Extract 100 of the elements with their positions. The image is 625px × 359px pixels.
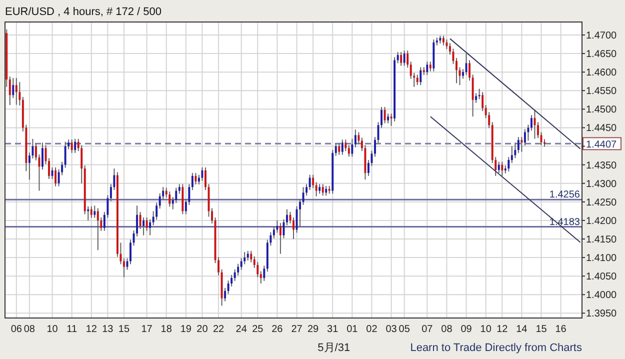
candlestick [514,142,516,159]
candlestick [48,158,50,180]
x-tick-label: 10 [480,324,492,335]
candlestick [390,113,392,126]
candlestick [315,182,318,197]
x-tick-label: 07 [422,324,434,335]
x-tick-label: 16 [555,324,567,335]
x-tick-label: 03 [386,324,398,335]
candlestick [403,50,406,66]
candlestick [524,128,526,146]
candlestick [286,208,288,226]
candlestick [446,38,448,50]
candlestick [246,250,249,262]
y-tick-label: 1.4100 [586,253,618,264]
candlestick [472,74,474,118]
x-tick-label: 22 [212,324,225,335]
y-tick-label: 1.4650 [586,49,618,60]
candlestick [420,66,422,86]
candlestick [123,258,125,278]
candlestick [12,78,14,99]
x-tick-label: 13 [102,324,114,335]
chart-title: EUR/USD , 4 hours, # 172 / 500 [5,6,162,18]
candlestick [537,122,539,139]
candlestick [442,35,444,46]
candlestick [344,139,347,152]
x-tick-label: 14 [516,324,528,335]
x-tick-label: 20 [196,324,208,335]
y-tick-label: 1.4700 [586,30,618,42]
x-tick-label: 18 [160,324,172,335]
x-tick-label: 24 [236,324,248,335]
candlestick [211,208,213,224]
candlestick [260,270,262,284]
y-tick-label: 1.4300 [586,178,618,190]
candlestick [96,208,99,251]
candlestick [201,166,204,182]
candlestick [426,61,428,76]
x-tick-label: 02 [366,324,378,335]
x-tick-label: 19 [180,324,192,335]
candlestick [465,53,468,76]
x-tick-label: 31 [327,324,339,335]
candlestick [64,141,66,168]
candlestick [498,161,500,174]
candlestick [475,92,478,104]
candlestick [263,265,266,282]
candlestick [308,174,311,191]
candlestick [325,185,328,196]
x-tick-label: 01 [346,324,358,335]
candlestick [168,191,171,208]
candlestick [279,222,282,254]
x-tick-label: 11 [66,324,78,335]
text: Learn to Trade Directly from Charts [410,342,582,354]
x-tick-label: 17 [141,324,153,335]
candlestick [351,138,354,158]
candlestick [18,82,21,106]
candlestick [54,166,57,187]
candlestick [396,52,399,64]
y-tick-label: 1.4050 [586,272,618,283]
candlestick [384,106,386,124]
candlestick [334,142,337,156]
candlestick [146,216,148,232]
candlestick [501,161,504,176]
candlestick [517,136,520,154]
candlestick [354,129,356,148]
candlestick [520,136,523,152]
x-tick-label: 08 [24,324,36,335]
y-tick-label: 1.4200 [586,216,618,227]
x-tick-label: 27 [291,324,303,335]
candlestick [348,144,350,158]
candlestick [292,216,294,240]
candlestick [322,184,324,196]
candlestick [90,206,92,218]
candlestick [149,218,152,236]
y-tick-label: 1.4350 [586,160,618,172]
candlestick [358,132,360,144]
x-tick-label: 15 [536,324,548,335]
candlestick [318,184,321,194]
y-tick-label: 1.3950 [586,308,618,320]
candlestick [70,139,73,154]
y-tick-label: 1.4600 [586,68,618,79]
ref-line-label: 1.4407 [586,140,618,151]
candlestick [42,142,44,170]
candlestick [482,92,484,112]
x-tick-label: 06 [10,324,22,335]
candlestick [178,184,180,194]
x-tick-label: 25 [252,324,264,335]
candlestick [94,205,96,218]
x-tick-label: 26 [272,324,284,335]
candlestick [429,61,432,72]
candlestick [302,186,304,206]
candlestick [194,172,197,185]
candlestick [191,172,194,191]
candlestick [341,139,344,156]
x-tick-label: 29 [307,324,320,335]
y-tick-label: 1.4450 [586,123,618,134]
y-tick-label: 1.4150 [586,234,618,246]
x-tick-label: 12 [496,324,508,335]
candlestick [510,146,513,164]
candlestick [142,216,145,236]
candlestick [527,124,530,142]
text: 5月/31 [318,342,350,354]
